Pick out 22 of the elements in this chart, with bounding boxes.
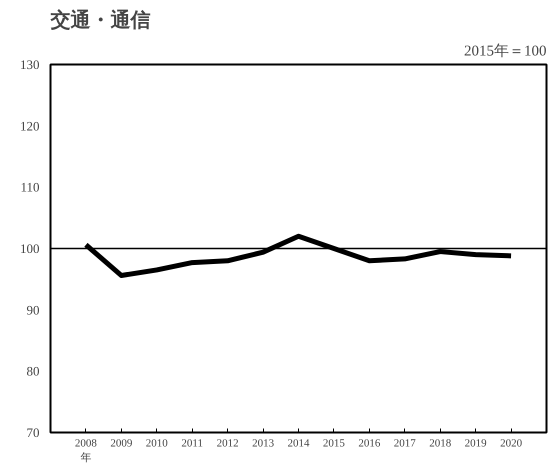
x-tick-label: 2009 — [110, 438, 133, 450]
y-tick-label: 100 — [20, 241, 40, 256]
text: 2015年＝100 — [464, 42, 546, 60]
x-tick-label: 2017 — [394, 438, 416, 450]
y-tick-label: 120 — [20, 118, 40, 134]
x-tick-label: 2008 年 — [74, 438, 98, 464]
x-tick-label: 2019 — [464, 438, 488, 450]
x-tick-label: 2020 — [500, 438, 523, 450]
y-tick-label: 90 — [26, 302, 40, 318]
y-tick-label: 130 — [20, 57, 40, 72]
x-tick-label: 2013 — [252, 438, 275, 450]
x-tick-label: 2010 — [146, 438, 168, 450]
y-tick-label: 80 — [26, 364, 40, 379]
x-tick-label: 2012 — [216, 438, 239, 450]
x-tick-label: 2018 — [429, 438, 452, 450]
x-tick-label: 2014 — [288, 438, 310, 450]
y-tick-label: 70 — [26, 425, 40, 440]
x-tick-label: 2015 — [322, 438, 346, 450]
chart-title: 交通・通信 — [50, 8, 150, 32]
x-tick-label: 2011 — [181, 438, 204, 450]
x-tick-label: 2016 — [358, 438, 381, 450]
y-tick-label: 110 — [20, 180, 40, 195]
